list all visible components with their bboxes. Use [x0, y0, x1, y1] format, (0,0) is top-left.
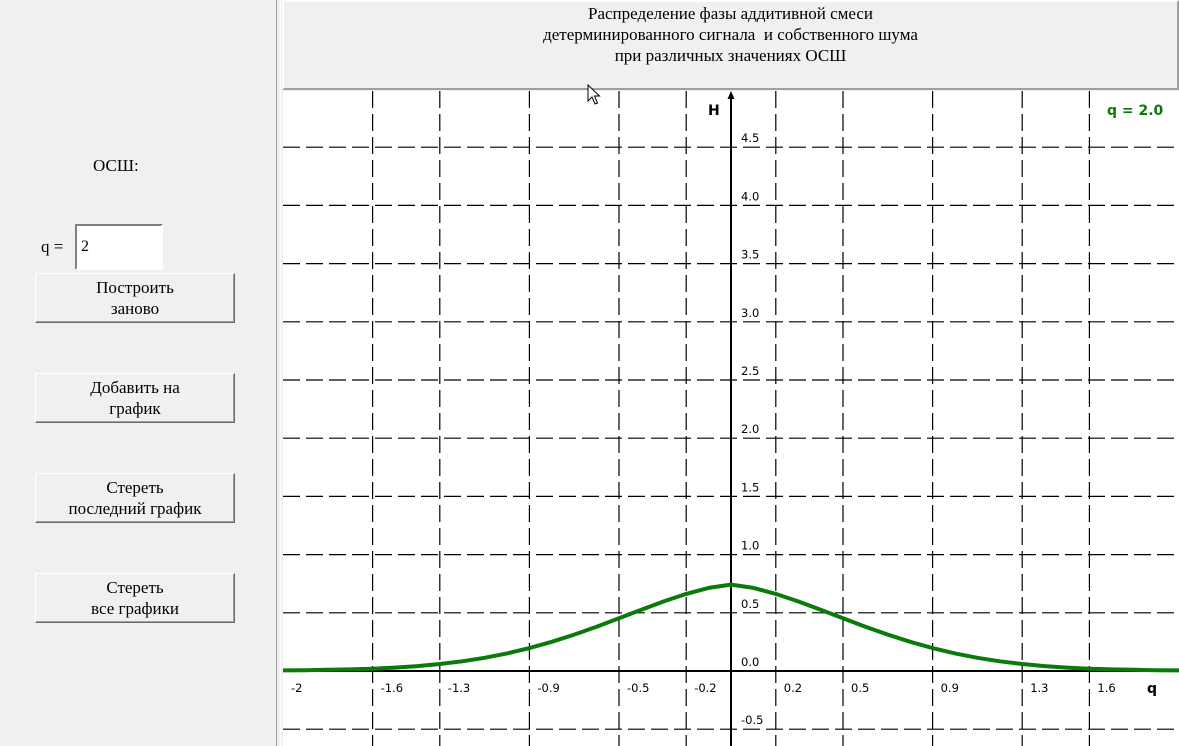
x-tick-label: -0.2	[694, 681, 716, 695]
erase-last-graph-button[interactable]: Стереть последний график	[35, 473, 235, 523]
y-tick-label: 2.0	[741, 422, 759, 436]
y-tick-label: 1.5	[741, 480, 759, 494]
y-axis-arrow-icon	[727, 91, 735, 99]
x-tick-label: 0.2	[784, 681, 802, 695]
y-tick-label: 0.5	[741, 597, 759, 611]
y-tick-label: 4.5	[741, 131, 759, 145]
x-tick-label: 1.6	[1097, 681, 1115, 695]
title-line-1: Распределение фазы аддитивной смеси	[588, 4, 873, 23]
y-tick-label: 2.5	[741, 364, 759, 378]
title-line-3: при различных значениях ОСШ	[614, 46, 847, 65]
x-tick-label: 1.3	[1030, 681, 1048, 695]
y-tick-label: 3.0	[741, 306, 759, 320]
x-tick-label: -0.5	[627, 681, 649, 695]
y-tick-label: 3.5	[741, 248, 759, 262]
snr-label: ОСШ:	[93, 156, 139, 175]
erase-all-graphs-button[interactable]: Стереть все графики	[35, 573, 235, 623]
title-line-2: детерминированного сигнала и собственног…	[543, 25, 918, 44]
y-tick-label: -0.5	[741, 713, 763, 727]
legend-entry: q = 2.0	[1107, 103, 1164, 119]
add-to-graph-button[interactable]: Добавить на график	[35, 373, 235, 423]
control-panel: ОСШ: q = Построить заново Добавить на гр…	[0, 0, 276, 746]
phase-distribution-chart: -2 -1.6 -1.3 -0.9 -0.5 -0.2 0.2 0.5 0.9 1.3 1.6 q -0…	[283, 91, 1179, 746]
x-tick-label: -2	[291, 681, 302, 695]
x-tick-label: -1.3	[448, 681, 470, 695]
y-tick-label: 0.0	[741, 655, 759, 669]
rebuild-button[interactable]: Построить заново	[35, 273, 235, 323]
y-axis-label: H	[708, 103, 720, 119]
x-tick-label: 0.9	[941, 681, 959, 695]
plot-area[interactable]: -2 -1.6 -1.3 -0.9 -0.5 -0.2 0.2 0.5 0.9 1.3 1.6 q -0…	[283, 91, 1179, 746]
y-tick-label: 1.0	[741, 539, 759, 553]
q-label: q =	[41, 237, 64, 256]
x-axis-label: q	[1147, 681, 1157, 697]
mouse-cursor-icon	[587, 84, 601, 105]
y-tick-label: 4.0	[741, 189, 759, 203]
x-tick-label: -1.6	[381, 681, 403, 695]
splitter[interactable]	[276, 0, 281, 746]
x-tick-label: 0.5	[851, 681, 869, 695]
chart-title-panel: Распределение фазы аддитивной смеси дете…	[282, 0, 1179, 90]
q-input[interactable]	[75, 224, 163, 270]
series-line	[283, 582, 1179, 673]
x-tick-label: -0.9	[537, 681, 559, 695]
